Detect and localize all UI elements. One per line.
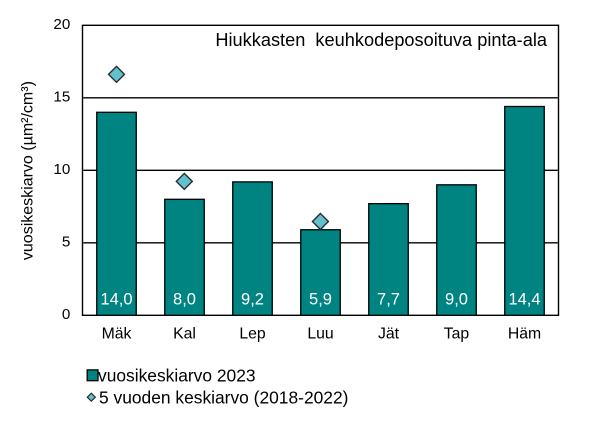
svg-text:Tap: Tap — [444, 326, 470, 343]
svg-text:Mäk: Mäk — [102, 326, 132, 343]
svg-text:8,0: 8,0 — [173, 291, 196, 309]
svg-text:5,9: 5,9 — [309, 291, 332, 309]
svg-text:7,7: 7,7 — [377, 291, 400, 309]
svg-text:Kal: Kal — [173, 326, 196, 343]
svg-text:Luu: Luu — [307, 326, 333, 343]
svg-text:Häm: Häm — [508, 326, 541, 343]
svg-text:14,4: 14,4 — [508, 291, 540, 309]
svg-text:9,2: 9,2 — [241, 291, 264, 309]
svg-text:0: 0 — [62, 306, 70, 323]
svg-text:15: 15 — [53, 88, 70, 105]
svg-text:5: 5 — [62, 233, 70, 250]
svg-text:20: 20 — [53, 16, 70, 33]
svg-text:10: 10 — [53, 161, 70, 178]
svg-text:vuosikeskiarvo (µm²/cm³): vuosikeskiarvo (µm²/cm³) — [19, 81, 36, 260]
svg-text:5 vuoden keskiarvo (2018-2022): 5 vuoden keskiarvo (2018-2022) — [99, 388, 348, 408]
svg-text:14,0: 14,0 — [100, 291, 132, 309]
svg-text:9,0: 9,0 — [445, 291, 468, 309]
svg-text:Jät: Jät — [378, 326, 400, 343]
svg-text:Lep: Lep — [239, 326, 266, 343]
svg-text:Hiukkasten keuhkodeposoituva: Hiukkasten keuhkodeposoituva pinta-ala — [215, 30, 548, 50]
svg-text:vuosikeskiarvo 2023: vuosikeskiarvo 2023 — [98, 366, 256, 386]
